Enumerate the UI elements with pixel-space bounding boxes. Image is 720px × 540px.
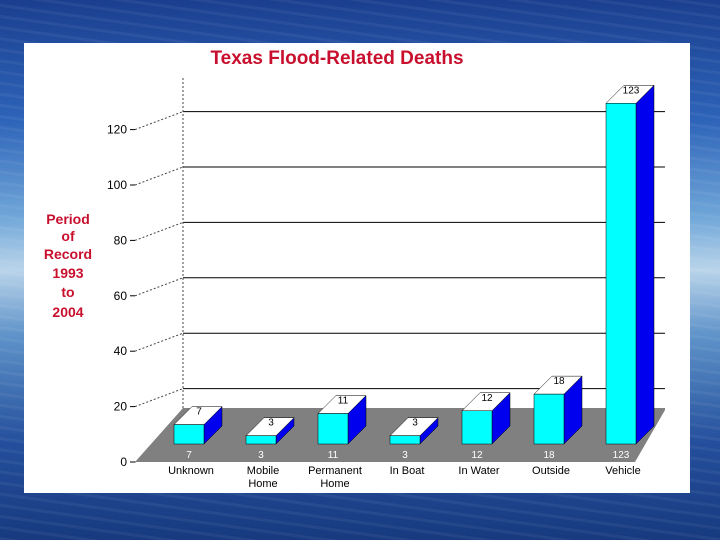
bar-base-label: 3 bbox=[402, 450, 408, 461]
y-tick-label: 20 bbox=[114, 400, 128, 414]
y-tick-label: 60 bbox=[114, 289, 128, 303]
x-category-label: Mobile bbox=[247, 465, 279, 477]
bar-base-label: 18 bbox=[543, 450, 555, 461]
y-tick-label: 0 bbox=[120, 455, 127, 469]
x-category-label: Home bbox=[248, 478, 277, 490]
chart-title: Texas Flood-Related Deaths bbox=[210, 48, 464, 69]
gridline-diagonal bbox=[134, 166, 184, 186]
x-category-label: Outside bbox=[532, 465, 570, 477]
side-label-line-1: Period bbox=[46, 211, 90, 227]
y-tick-label: 120 bbox=[107, 123, 127, 137]
bar-value-label: 3 bbox=[268, 418, 274, 429]
side-label-line-2: of bbox=[61, 228, 75, 244]
bar-value-label: 123 bbox=[623, 85, 640, 96]
x-category-label: In Water bbox=[458, 465, 499, 477]
y-tick-label: 100 bbox=[107, 178, 127, 192]
gridline-diagonal bbox=[134, 388, 184, 408]
y-tick-label: 80 bbox=[114, 233, 128, 247]
side-label-line-6: 2004 bbox=[52, 304, 84, 320]
x-category-label: Permanent bbox=[308, 465, 362, 477]
bar bbox=[173, 424, 205, 445]
bar-value-label: 18 bbox=[553, 376, 565, 387]
bar bbox=[317, 413, 349, 445]
bar-value-label: 11 bbox=[338, 396, 349, 407]
bar bbox=[245, 435, 277, 445]
bar-value-label: 3 bbox=[412, 418, 418, 429]
bar bbox=[605, 103, 637, 445]
gridline-diagonal bbox=[134, 332, 184, 352]
bar-base-label: 3 bbox=[258, 450, 264, 461]
bar-base-label: 11 bbox=[328, 450, 339, 461]
side-label-line-3: Record bbox=[43, 246, 93, 262]
gridline-diagonal bbox=[134, 277, 184, 297]
x-category-label: Vehicle bbox=[605, 465, 640, 477]
bar-value-label: 7 bbox=[196, 407, 202, 418]
gridline-diagonal bbox=[134, 111, 184, 131]
gridline-diagonal bbox=[134, 221, 184, 241]
bar bbox=[461, 410, 493, 445]
x-category-label: Unknown bbox=[168, 465, 214, 477]
bar-base-label: 123 bbox=[613, 450, 630, 461]
bar-base-label: 12 bbox=[471, 450, 483, 461]
y-tick-label: 40 bbox=[114, 344, 128, 358]
bar bbox=[389, 435, 421, 445]
side-label-line-4: 1993 bbox=[52, 265, 84, 281]
bar-base-label: 7 bbox=[186, 450, 192, 461]
x-category-label: Home bbox=[320, 478, 349, 490]
bar-value-label: 12 bbox=[481, 393, 493, 404]
x-category-label: In Boat bbox=[390, 465, 425, 477]
side-label-line-5: to bbox=[61, 284, 75, 300]
bar-side bbox=[635, 84, 655, 445]
bar bbox=[533, 393, 565, 445]
